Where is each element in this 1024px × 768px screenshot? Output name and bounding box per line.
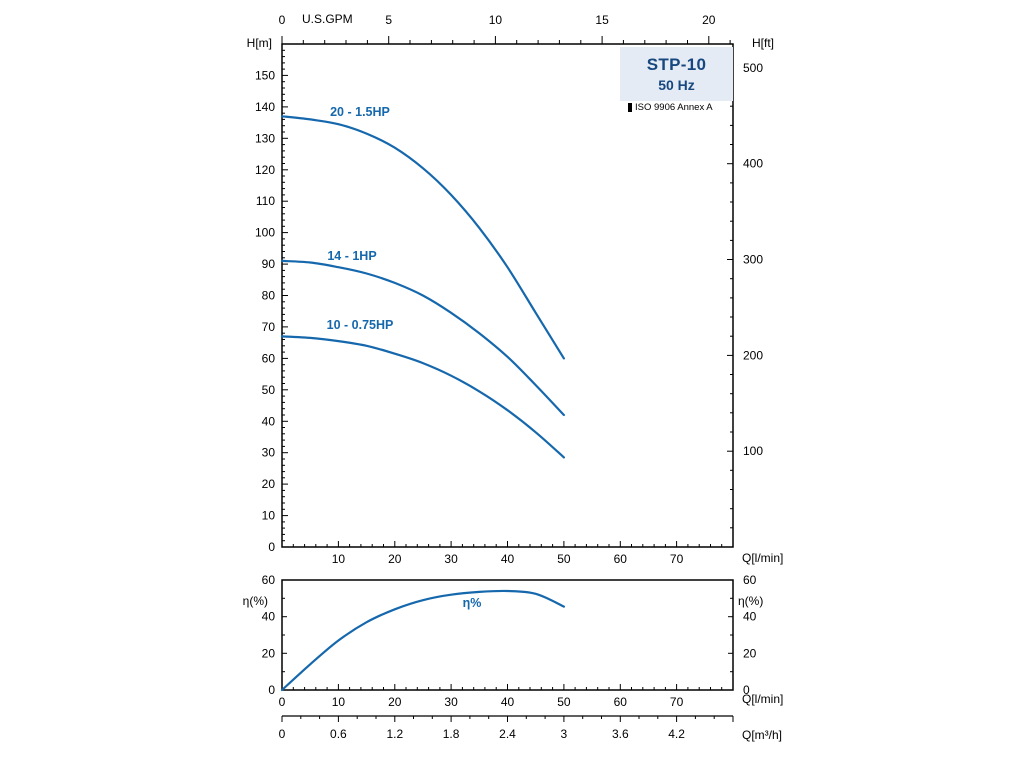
h-m-tick-label: 10 (262, 509, 276, 523)
h-m-tick-label: 120 (255, 163, 275, 177)
h-m-tick-label: 20 (262, 477, 276, 491)
eta-tick-label: 40 (743, 610, 757, 624)
h-m-tick-label: 30 (262, 446, 276, 460)
efficiency-curve (280, 589, 565, 692)
m3h-tick-label: 3 (561, 727, 568, 741)
standard-note: ISO 9906 Annex A (628, 102, 713, 113)
eta-tick-label: 20 (262, 646, 276, 660)
h-m-tick-label: 90 (262, 257, 276, 271)
eta-tick-label: 40 (262, 610, 276, 624)
title-box: STP-10 50 Hz (620, 47, 733, 101)
m3h-tick-label: 2.4 (499, 727, 516, 741)
gpm-tick-label: 10 (489, 13, 503, 27)
h-m-tick-label: 140 (255, 100, 275, 114)
model-name: STP-10 (646, 55, 707, 74)
eta-left-axis-title: η(%) (242, 594, 268, 608)
eta-right-axis-title: η(%) (738, 594, 764, 608)
h-ft-tick-label: 300 (743, 253, 763, 267)
h-m-tick-label: 80 (262, 289, 276, 303)
m3h-tick-label: 3.6 (612, 727, 629, 741)
h-m-tick-label: 0 (268, 540, 275, 554)
pump-curve-10-0.75hp (280, 335, 565, 459)
head-m-axis-title: H[m] (246, 36, 272, 50)
lmin-tick-label: 20 (388, 552, 402, 566)
m3h-tick-label: 0 (279, 727, 286, 741)
lmin-tick-label: 60 (614, 695, 628, 709)
m3h-tick-label: 1.2 (386, 727, 403, 741)
head-chart: 0102030405060708090100110120130140150100… (255, 13, 763, 566)
standard-text: ISO 9906 Annex A (635, 102, 713, 113)
gpm-tick-label: 15 (595, 13, 609, 27)
eta-tick-label: 0 (268, 683, 275, 697)
gpm-tick-label: 5 (385, 13, 392, 27)
lmin-tick-label: 50 (557, 552, 571, 566)
m3h-tick-label: 4.2 (668, 727, 685, 741)
h-ft-tick-label: 400 (743, 157, 763, 171)
h-ft-tick-label: 500 (743, 61, 763, 75)
lmin-tick-label: 60 (614, 552, 628, 566)
m3h-tick-label: 1.8 (443, 727, 460, 741)
h-ft-tick-label: 200 (743, 348, 763, 362)
h-m-tick-label: 130 (255, 131, 275, 145)
lmin-tick-label: 10 (332, 695, 346, 709)
pump-curve-20-1.5hp (280, 115, 565, 360)
gpm-tick-label: 0 (279, 13, 286, 27)
eta-tick-label: 60 (262, 573, 276, 587)
h-m-tick-label: 50 (262, 383, 276, 397)
flow-lmin-axis-title: Q[l/min] (742, 551, 784, 565)
iso-mark-icon (628, 103, 632, 112)
curve-label-10-0.75hp: 10 - 0.75HP (326, 318, 394, 332)
h-m-tick-label: 150 (255, 68, 275, 82)
eta-tick-label: 20 (743, 646, 757, 660)
lmin-tick-label: 70 (670, 552, 684, 566)
frequency-label: 50 Hz (658, 77, 695, 93)
head-ft-axis-title: H[ft] (752, 36, 775, 50)
lmin-tick-label: 20 (388, 695, 402, 709)
eff-flow-lmin-axis-title: Q[l/min] (742, 692, 784, 706)
lmin-tick-label: 30 (444, 552, 458, 566)
lmin-tick-label: 40 (501, 552, 515, 566)
eta-tick-label: 60 (743, 573, 757, 587)
curve-label-14-1hp: 14 - 1HP (327, 249, 377, 263)
head-chart-border (281, 43, 734, 548)
h-m-tick-label: 100 (255, 226, 275, 240)
flow-m3h-axis-title: Q[m³/h] (742, 728, 783, 742)
lmin-tick-label: 0 (279, 695, 286, 709)
curve-label-eta: η% (462, 596, 482, 610)
h-m-tick-label: 60 (262, 351, 276, 365)
h-ft-tick-label: 100 (743, 444, 763, 458)
h-m-tick-label: 40 (262, 414, 276, 428)
lmin-tick-label: 10 (332, 552, 346, 566)
h-m-tick-label: 110 (256, 194, 275, 208)
lmin-tick-label: 40 (501, 695, 515, 709)
lmin-tick-label: 30 (444, 695, 458, 709)
h-m-tick-label: 70 (262, 320, 276, 334)
pump-curve-14-1hp (280, 259, 565, 417)
m3h-axis: 0 0.6 1.2 1.8 2.4 3 3.6 4.2 (279, 715, 734, 741)
m3h-tick-label: 0.6 (330, 727, 347, 741)
lmin-tick-label: 50 (557, 695, 571, 709)
curve-label-20-1.5hp: 20 - 1.5HP (330, 105, 390, 119)
eta-tick-label: 0 (743, 683, 750, 697)
gpm-axis-title: U.S.GPM (302, 12, 353, 26)
lmin-tick-label: 70 (670, 695, 684, 709)
gpm-tick-label: 20 (702, 13, 716, 27)
efficiency-chart-border (281, 579, 734, 691)
